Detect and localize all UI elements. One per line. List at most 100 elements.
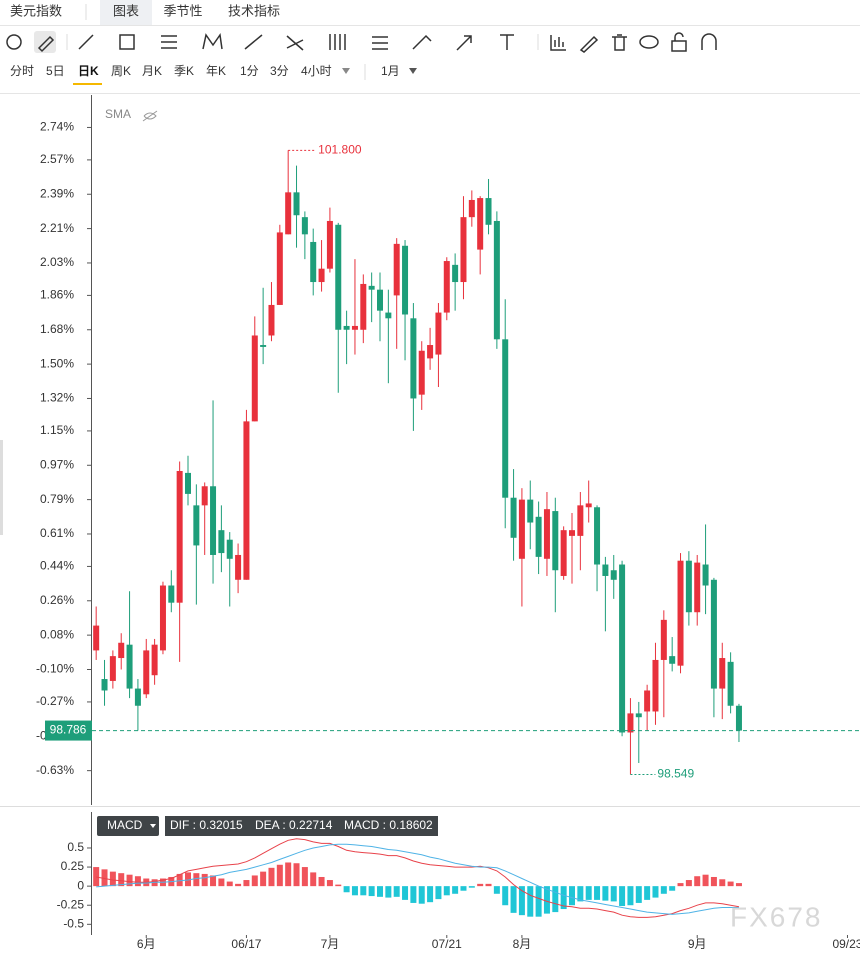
period[interactable]: 1分 [240,64,259,78]
x-tick-label: 6月 [137,937,156,951]
candle-body [402,245,409,315]
tab[interactable]: 季节性 [163,3,202,18]
macd-bar [285,862,292,887]
candle-body [368,285,375,290]
icon[interactable] [372,36,388,50]
candle-body [201,486,208,506]
macd-bar [585,886,592,900]
candle-body [727,661,734,706]
macd-bar [685,880,692,887]
icon[interactable] [412,34,432,50]
candle-body [443,261,450,313]
icon[interactable] [161,35,177,49]
candle-body [627,713,634,733]
icon[interactable] [329,34,346,50]
readout: DEA : 0.22714 [255,818,333,832]
period[interactable]: 月K [142,64,162,78]
macd-bar [385,886,392,898]
icon[interactable] [500,34,514,50]
candle-body [301,217,308,235]
period[interactable]: 季K [174,64,194,78]
icon[interactable] [612,34,627,51]
icon[interactable] [202,33,223,50]
macd-bar [527,886,534,917]
candle-body [577,505,584,536]
macd-bar [126,874,133,887]
candle-body [143,650,150,695]
y-tick-label: -0.63% [36,763,74,777]
icon[interactable] [701,33,717,50]
candle-body [619,564,626,733]
tab[interactable]: 图表 [113,3,139,18]
icon[interactable] [579,35,599,53]
macd-selector[interactable] [97,816,159,836]
macd-bar [368,886,375,897]
candle-body [151,644,158,676]
period[interactable]: 周K [111,64,131,78]
macd-selector-label[interactable]: MACD [107,818,143,832]
macd-bar [535,886,542,917]
macd-bar [109,871,116,887]
y-tick-label: 2.03% [40,255,74,269]
icon[interactable] [244,34,263,50]
macd-bar [301,867,308,887]
macd-bar [418,886,425,904]
tab[interactable]: 技术指标 [228,3,280,18]
icon[interactable] [286,35,304,51]
macd-bar [435,886,442,900]
macd-bar [518,886,525,916]
macd-bar [719,879,726,887]
y-tick-label: 2.74% [40,120,74,134]
macd-bar [652,886,659,898]
candle-body [427,345,434,359]
macd-bar [251,875,258,887]
watermark: FX678 [730,901,823,932]
x-tick-label: 07/21 [432,937,462,951]
icon[interactable] [456,35,472,51]
macd-bar [276,864,283,887]
macd-bar [351,886,358,896]
icon[interactable] [639,35,659,49]
candle-body [585,503,592,508]
y-tick-label: 1.50% [40,356,74,370]
icon[interactable] [6,34,22,50]
icon[interactable] [37,35,55,53]
candle-body [159,585,166,651]
macd-bar [702,874,709,887]
period[interactable]: 4小时 [301,64,332,78]
macd-bar [452,886,459,894]
macd-y-tick-label: -0.5 [63,916,84,930]
period[interactable]: 5日 [46,64,65,78]
macd-bar [644,886,651,900]
icon[interactable] [78,34,94,50]
candle-body [518,499,525,559]
candle-body [719,658,726,689]
period[interactable]: 日K [78,64,99,78]
x-tick-label: 06/17 [231,937,261,951]
macd-bar [502,886,509,906]
macd-bar [235,883,242,887]
candle-body [101,679,108,691]
side-handle[interactable] [0,440,3,535]
range[interactable]: 1月 [381,64,400,78]
candle-body [276,232,283,305]
hide-icon[interactable] [142,110,158,122]
icon[interactable] [671,40,687,52]
x-tick-label: 9月 [688,937,707,951]
candle-body [677,560,684,666]
macd-bar [677,883,684,887]
candle-body [134,688,141,706]
icon[interactable] [550,35,566,51]
period[interactable]: 年K [206,64,226,78]
candle-body [285,192,292,235]
icon[interactable] [119,34,135,50]
candle-body [735,705,742,731]
y-tick-label: 2.39% [40,186,74,200]
macd-bar [268,867,275,887]
period[interactable]: 3分 [270,64,289,78]
candle-body [293,192,300,216]
period[interactable]: 分时 [10,64,34,78]
macd-bar [402,886,409,900]
candle-body [452,264,459,283]
